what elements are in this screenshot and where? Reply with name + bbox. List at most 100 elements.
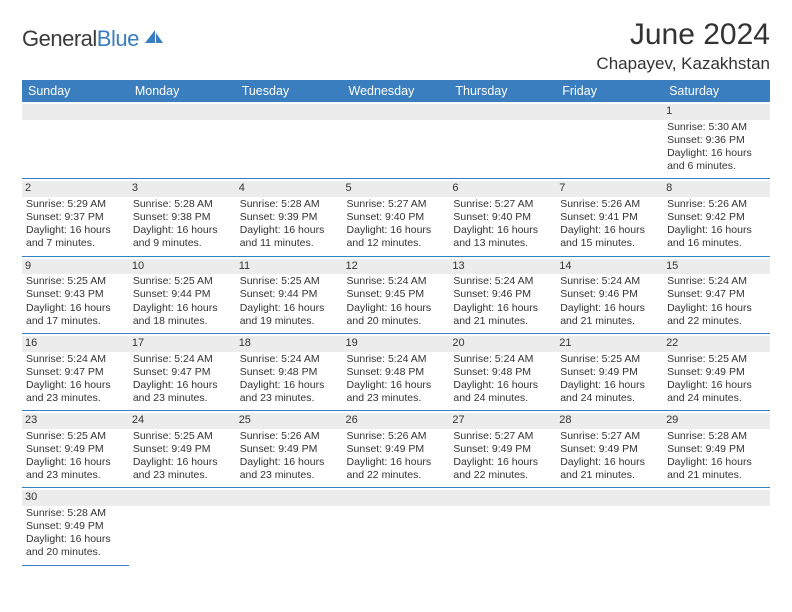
weekday-header: Wednesday	[343, 80, 450, 102]
sunset-text: Sunset: 9:49 PM	[26, 520, 125, 533]
weekday-header: Thursday	[449, 80, 556, 102]
sunset-text: Sunset: 9:42 PM	[667, 211, 766, 224]
day-number: 1	[663, 104, 770, 120]
daylight-text: Daylight: 16 hours	[347, 224, 446, 237]
sunrise-text: Sunrise: 5:27 AM	[453, 430, 552, 443]
calendar-table: Sunday Monday Tuesday Wednesday Thursday…	[22, 80, 770, 566]
day-number: 3	[129, 181, 236, 197]
day-number: 17	[129, 336, 236, 352]
calendar-day-cell: 28Sunrise: 5:27 AMSunset: 9:49 PMDayligh…	[556, 411, 663, 488]
sunset-text: Sunset: 9:40 PM	[453, 211, 552, 224]
weekday-header-row: Sunday Monday Tuesday Wednesday Thursday…	[22, 80, 770, 102]
sunrise-text: Sunrise: 5:28 AM	[240, 198, 339, 211]
day-number: 23	[22, 413, 129, 429]
daylight-text: Daylight: 16 hours	[133, 379, 232, 392]
daylight-text: and 18 minutes.	[133, 315, 232, 328]
calendar-day-cell	[343, 488, 450, 565]
calendar-day-cell: 2Sunrise: 5:29 AMSunset: 9:37 PMDaylight…	[22, 179, 129, 256]
day-number	[663, 490, 770, 506]
sunset-text: Sunset: 9:44 PM	[240, 288, 339, 301]
day-number: 12	[343, 259, 450, 275]
sunrise-text: Sunrise: 5:28 AM	[26, 507, 125, 520]
sunset-text: Sunset: 9:49 PM	[667, 366, 766, 379]
daylight-text: Daylight: 16 hours	[667, 147, 766, 160]
calendar-day-cell	[449, 488, 556, 565]
sunrise-text: Sunrise: 5:25 AM	[133, 430, 232, 443]
day-number: 2	[22, 181, 129, 197]
logo-text-sub: Blue	[97, 26, 139, 52]
calendar-day-cell: 1Sunrise: 5:30 AMSunset: 9:36 PMDaylight…	[663, 102, 770, 179]
day-number	[449, 490, 556, 506]
calendar-day-cell	[556, 488, 663, 565]
day-number: 6	[449, 181, 556, 197]
calendar-day-cell: 13Sunrise: 5:24 AMSunset: 9:46 PMDayligh…	[449, 256, 556, 333]
daylight-text: and 21 minutes.	[560, 315, 659, 328]
sunset-text: Sunset: 9:49 PM	[133, 443, 232, 456]
sunset-text: Sunset: 9:47 PM	[133, 366, 232, 379]
calendar-day-cell: 16Sunrise: 5:24 AMSunset: 9:47 PMDayligh…	[22, 333, 129, 410]
calendar-day-cell: 15Sunrise: 5:24 AMSunset: 9:47 PMDayligh…	[663, 256, 770, 333]
sunrise-text: Sunrise: 5:26 AM	[347, 430, 446, 443]
daylight-text: Daylight: 16 hours	[453, 456, 552, 469]
sunrise-text: Sunrise: 5:25 AM	[26, 275, 125, 288]
sunrise-text: Sunrise: 5:24 AM	[347, 275, 446, 288]
daylight-text: and 23 minutes.	[240, 469, 339, 482]
sunrise-text: Sunrise: 5:28 AM	[667, 430, 766, 443]
sunrise-text: Sunrise: 5:24 AM	[133, 353, 232, 366]
daylight-text: and 23 minutes.	[26, 469, 125, 482]
sunrise-text: Sunrise: 5:24 AM	[667, 275, 766, 288]
daylight-text: Daylight: 16 hours	[560, 302, 659, 315]
daylight-text: Daylight: 16 hours	[347, 302, 446, 315]
sunset-text: Sunset: 9:47 PM	[26, 366, 125, 379]
calendar-day-cell: 29Sunrise: 5:28 AMSunset: 9:49 PMDayligh…	[663, 411, 770, 488]
sunset-text: Sunset: 9:37 PM	[26, 211, 125, 224]
daylight-text: and 12 minutes.	[347, 237, 446, 250]
sunrise-text: Sunrise: 5:24 AM	[240, 353, 339, 366]
calendar-day-cell	[556, 102, 663, 179]
daylight-text: and 19 minutes.	[240, 315, 339, 328]
calendar-day-cell: 6Sunrise: 5:27 AMSunset: 9:40 PMDaylight…	[449, 179, 556, 256]
sunrise-text: Sunrise: 5:24 AM	[453, 353, 552, 366]
title-block: June 2024 Chapayev, Kazakhstan	[596, 18, 770, 74]
day-number: 24	[129, 413, 236, 429]
day-number: 28	[556, 413, 663, 429]
daylight-text: and 13 minutes.	[453, 237, 552, 250]
day-number: 27	[449, 413, 556, 429]
calendar-day-cell: 9Sunrise: 5:25 AMSunset: 9:43 PMDaylight…	[22, 256, 129, 333]
day-number: 26	[343, 413, 450, 429]
day-number	[129, 490, 236, 506]
sunset-text: Sunset: 9:48 PM	[347, 366, 446, 379]
sunrise-text: Sunrise: 5:26 AM	[667, 198, 766, 211]
daylight-text: Daylight: 16 hours	[560, 456, 659, 469]
sunset-text: Sunset: 9:43 PM	[26, 288, 125, 301]
daylight-text: and 9 minutes.	[133, 237, 232, 250]
day-number	[129, 104, 236, 120]
calendar-week-row: 16Sunrise: 5:24 AMSunset: 9:47 PMDayligh…	[22, 333, 770, 410]
day-number: 19	[343, 336, 450, 352]
sunrise-text: Sunrise: 5:25 AM	[133, 275, 232, 288]
day-number: 20	[449, 336, 556, 352]
sunset-text: Sunset: 9:49 PM	[240, 443, 339, 456]
daylight-text: and 22 minutes.	[453, 469, 552, 482]
daylight-text: and 15 minutes.	[560, 237, 659, 250]
sunset-text: Sunset: 9:49 PM	[560, 366, 659, 379]
sunset-text: Sunset: 9:49 PM	[667, 443, 766, 456]
logo-text-main: General	[22, 26, 97, 52]
daylight-text: Daylight: 16 hours	[26, 533, 125, 546]
sunset-text: Sunset: 9:40 PM	[347, 211, 446, 224]
daylight-text: Daylight: 16 hours	[667, 302, 766, 315]
daylight-text: and 22 minutes.	[347, 469, 446, 482]
sunrise-text: Sunrise: 5:24 AM	[26, 353, 125, 366]
calendar-day-cell: 25Sunrise: 5:26 AMSunset: 9:49 PMDayligh…	[236, 411, 343, 488]
header: GeneralBlue June 2024 Chapayev, Kazakhst…	[22, 18, 770, 74]
day-number: 5	[343, 181, 450, 197]
weekday-header: Monday	[129, 80, 236, 102]
daylight-text: and 16 minutes.	[667, 237, 766, 250]
daylight-text: and 24 minutes.	[560, 392, 659, 405]
day-number	[22, 104, 129, 120]
calendar-day-cell: 14Sunrise: 5:24 AMSunset: 9:46 PMDayligh…	[556, 256, 663, 333]
daylight-text: and 24 minutes.	[453, 392, 552, 405]
calendar-week-row: 30Sunrise: 5:28 AMSunset: 9:49 PMDayligh…	[22, 488, 770, 565]
sunset-text: Sunset: 9:44 PM	[133, 288, 232, 301]
day-number: 14	[556, 259, 663, 275]
